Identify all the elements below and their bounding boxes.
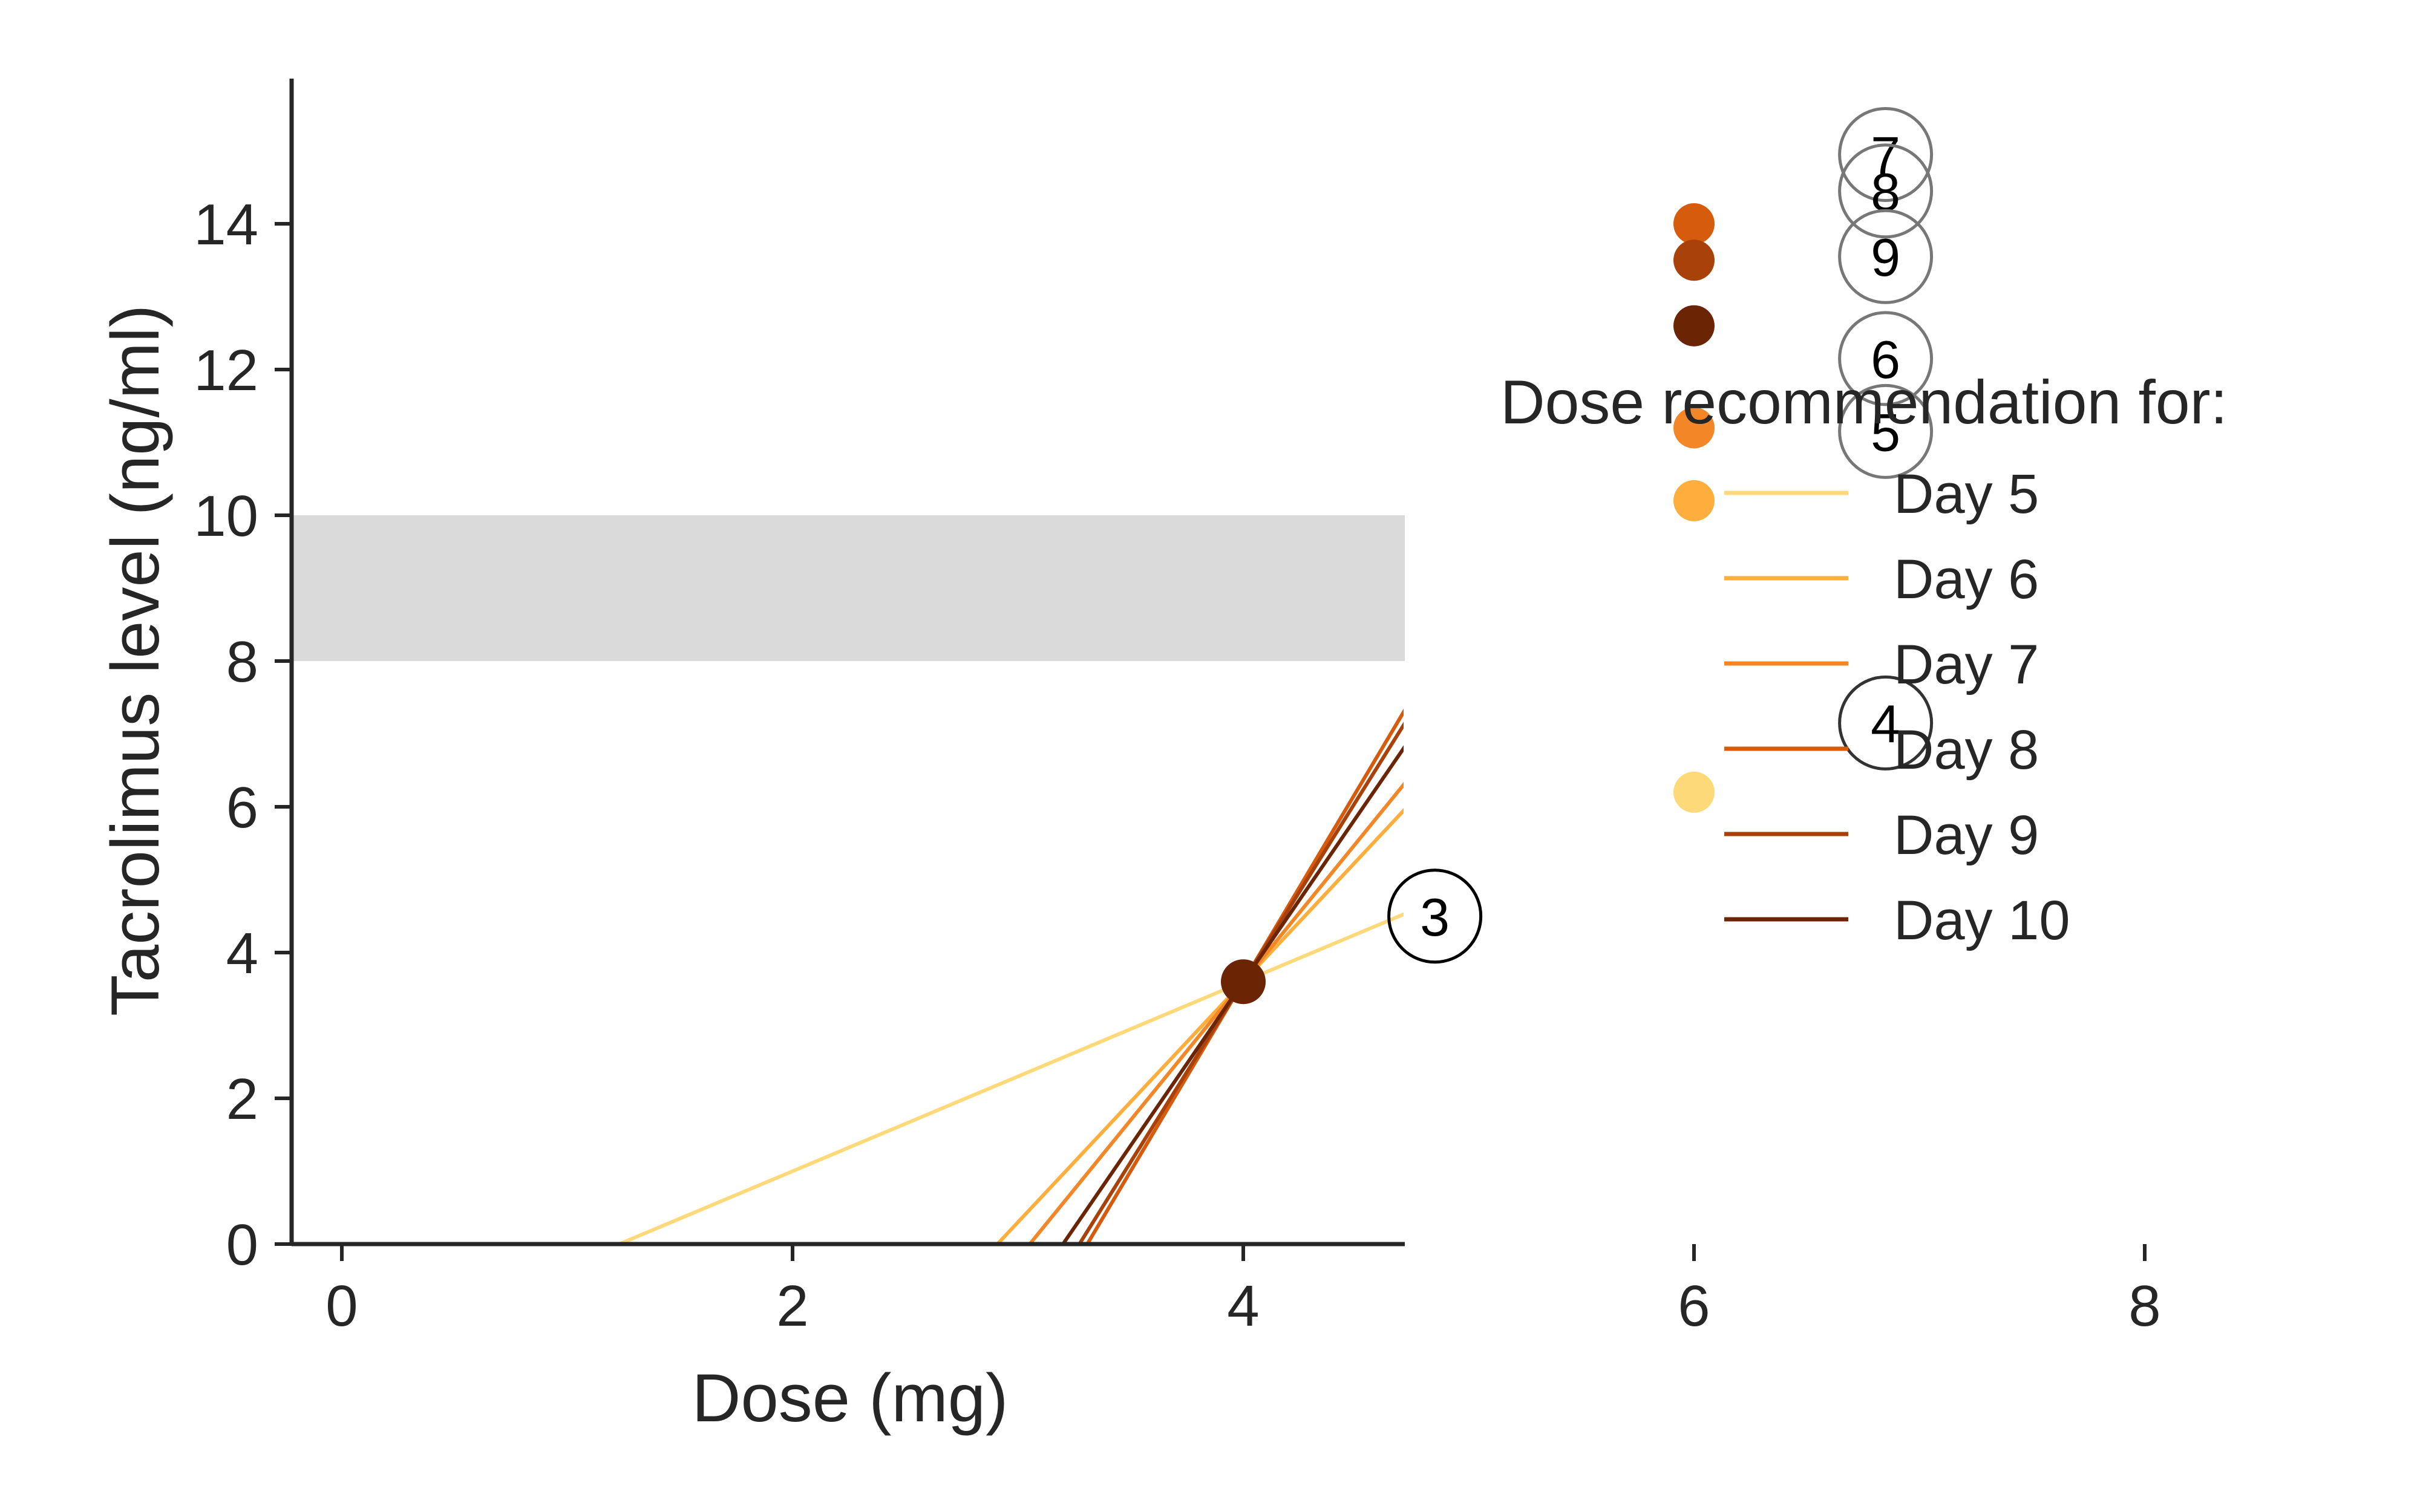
legend-label-3: Day 7 bbox=[1894, 634, 2039, 696]
series-line-1 bbox=[618, 912, 1404, 1243]
y-tick-label: 6 bbox=[226, 775, 258, 840]
series-point-4 bbox=[1673, 203, 1715, 244]
annotation-label-3: 5 bbox=[1871, 402, 1900, 462]
x-tick-label: 6 bbox=[1678, 1274, 1710, 1338]
series-point-5 bbox=[1673, 240, 1715, 281]
x-tick-label: 4 bbox=[1227, 1274, 1259, 1338]
y-tick-label: 2 bbox=[226, 1067, 258, 1132]
annotation-label-5: 7 bbox=[1871, 126, 1900, 186]
series-line-6 bbox=[1061, 745, 1404, 1243]
annotation-circle-4 bbox=[1838, 311, 1934, 406]
x-tick-label: 2 bbox=[776, 1274, 808, 1338]
y-tick-label: 4 bbox=[226, 921, 258, 986]
y-tick-label: 8 bbox=[226, 630, 258, 694]
series-point-2 bbox=[1673, 480, 1715, 521]
annotation-label-1: 3 bbox=[1420, 887, 1450, 947]
x-tick-label: 0 bbox=[325, 1274, 358, 1338]
legend: Dose recommendation for: Day 5 Day 6 Day 7… bbox=[1500, 368, 2228, 951]
series-point-3 bbox=[1673, 407, 1715, 449]
legend-label-2: Day 6 bbox=[1894, 549, 2039, 610]
annotation-label-4: 6 bbox=[1871, 330, 1900, 389]
legend-title: Dose recommendation for: bbox=[1500, 368, 2228, 437]
y-tick-label: 14 bbox=[194, 192, 258, 257]
annotation-circle-7 bbox=[1838, 209, 1934, 304]
legend-label-4: Day 8 bbox=[1894, 719, 2039, 781]
y-tick-label: 12 bbox=[194, 338, 258, 403]
annotation-circle-6 bbox=[1838, 143, 1934, 239]
series-points bbox=[1221, 203, 1715, 1005]
axes: 0 2 4 6 8 0 2 4 6 8 10 12 14 bbox=[194, 79, 2161, 1338]
series-point-1 bbox=[1673, 771, 1715, 813]
legend-label-6: Day 10 bbox=[1894, 890, 2070, 951]
start-point bbox=[1221, 959, 1266, 1005]
y-axis-title: Tacrolimus level (ng/ml) bbox=[97, 305, 173, 1016]
annotation-label-7: 9 bbox=[1871, 227, 1900, 287]
x-tick-label: 8 bbox=[2128, 1274, 2160, 1338]
annotation-circle-2 bbox=[1838, 675, 1934, 771]
series-line-4 bbox=[1085, 708, 1404, 1243]
legend-label-1: Day 5 bbox=[1894, 463, 2039, 525]
annotation-circle-3 bbox=[1838, 383, 1934, 479]
series-line-3 bbox=[1028, 781, 1404, 1243]
x-axis-title: Dose (mg) bbox=[692, 1360, 1009, 1436]
target-band bbox=[292, 515, 1405, 661]
y-tick-label: 0 bbox=[226, 1213, 258, 1277]
series-point-6 bbox=[1673, 305, 1715, 347]
y-tick-label: 10 bbox=[194, 484, 258, 549]
annotation-circle-5 bbox=[1838, 107, 1934, 203]
series-line-5 bbox=[1078, 722, 1404, 1243]
legend-label-5: Day 9 bbox=[1894, 804, 2039, 866]
annotation-label-2: 4 bbox=[1871, 694, 1900, 754]
annotation-circle-1 bbox=[1387, 868, 1483, 964]
